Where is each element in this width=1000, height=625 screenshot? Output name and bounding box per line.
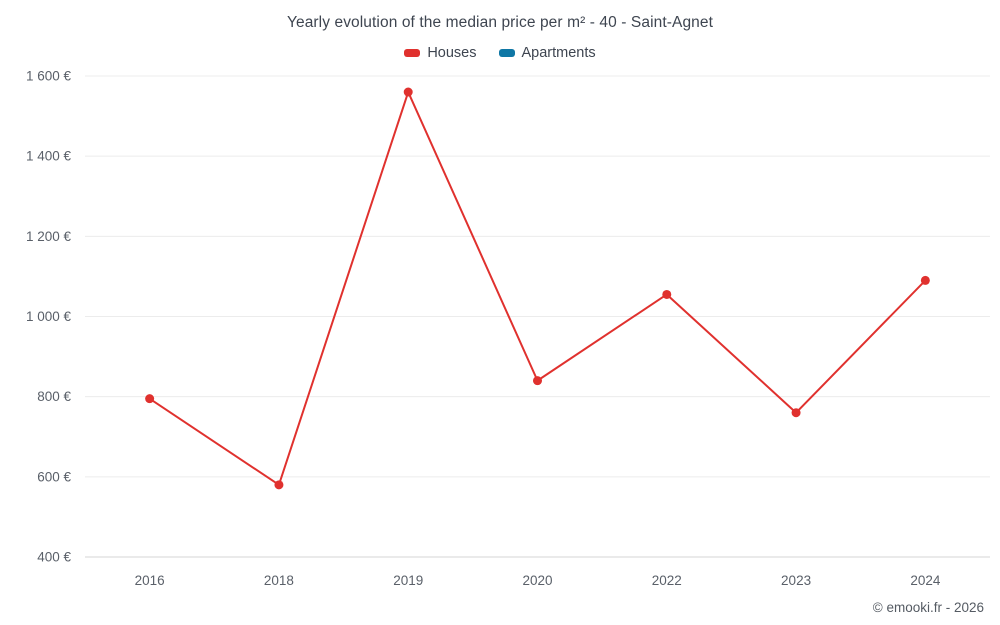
x-tick-label: 2022	[652, 573, 682, 588]
data-point-houses[interactable]	[274, 480, 284, 490]
chart-title: Yearly evolution of the median price per…	[286, 14, 714, 31]
series-line-houses	[148, 91, 927, 486]
chart-legend: Houses Apartments	[0, 45, 1000, 61]
x-tick-label: 2018	[264, 573, 294, 588]
y-tick-label: 600 €	[37, 469, 71, 484]
legend-item-houses[interactable]: Houses	[404, 45, 477, 61]
data-point-houses[interactable]	[403, 87, 413, 97]
legend-label-houses: Houses	[427, 45, 477, 61]
legend-item-apartments[interactable]: Apartments	[498, 45, 596, 61]
data-point-houses[interactable]	[791, 408, 801, 418]
y-tick-label: 400 €	[37, 550, 71, 565]
x-tick-label: 2024	[910, 573, 941, 588]
apartments-series-swatch-icon	[498, 49, 515, 57]
x-tick-label: 2019	[393, 573, 423, 588]
data-point-houses[interactable]	[533, 376, 542, 386]
data-point-houses[interactable]	[662, 289, 672, 299]
x-tick-label: 2023	[781, 573, 811, 588]
data-point-houses[interactable]	[145, 394, 155, 404]
data-point-houses[interactable]	[920, 275, 930, 285]
y-tick-label: 1 000 €	[26, 309, 72, 324]
x-tick-label: 2020	[522, 573, 552, 588]
legend-label-apartments: Apartments	[521, 45, 596, 61]
y-tick-label: 800 €	[37, 389, 71, 404]
y-tick-label: 1 600 €	[26, 69, 72, 84]
y-tick-label: 1 200 €	[26, 229, 72, 244]
y-tick-label: 1 400 €	[26, 149, 72, 164]
houses-series-swatch-icon	[404, 49, 421, 57]
footer-credit: © emooki.fr - 2026	[872, 600, 984, 615]
x-tick-label: 2016	[135, 573, 165, 588]
line-chart-plot-area: 400 € 600 € 800 € 1 000 € 1 200 € 1 400 € 1 60…	[26, 69, 990, 588]
